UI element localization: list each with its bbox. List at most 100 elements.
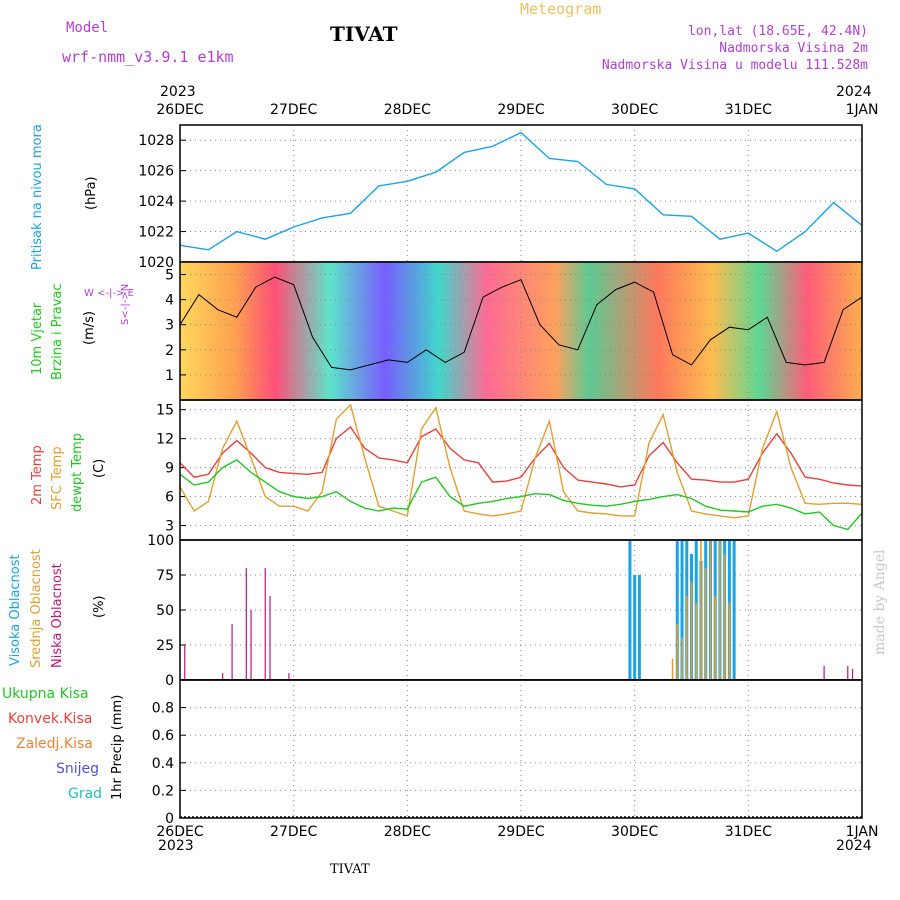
credit-text: made by Angel (872, 549, 888, 656)
cloud-high-bar (694, 540, 698, 680)
cloud-high-bar (628, 540, 632, 680)
cloud-mid-bar (714, 596, 716, 680)
cloud-high-bar (732, 540, 736, 680)
y-tick-label: 0.6 (152, 728, 174, 744)
cloud-high-bar (690, 554, 693, 680)
cloud-low-bar (851, 668, 854, 680)
cloud-label-low: Niska Oblacnost (50, 563, 65, 668)
cloud-low-bar (184, 645, 186, 680)
cloud-high-bar (713, 540, 717, 680)
cloud-mid-bar (681, 638, 683, 680)
cloud-high-bar (699, 561, 703, 680)
y-tick-label: 15 (156, 403, 174, 419)
y-tick-label: 1026 (138, 164, 174, 180)
y-tick-label: 3 (165, 519, 174, 535)
bottom-year-right: 2024 (836, 838, 872, 854)
top-date-label: 29DEC (497, 102, 544, 118)
y-tick-label: 0.4 (152, 756, 174, 772)
bottom-date-label: 28DEC (384, 824, 431, 840)
precip-legend-hail: Grad (68, 786, 103, 802)
cloud-high-bar (637, 575, 641, 680)
top-date-label: 26DEC (156, 102, 203, 118)
y-tick-label: 75 (156, 568, 174, 584)
cloud-label-high: Visoka Oblacnost (8, 554, 23, 666)
footer-station: TIVAT (330, 862, 370, 877)
cloud-mid-bar (700, 540, 702, 680)
cloud-low-bar (231, 624, 233, 680)
y-tick-label: 0 (165, 811, 174, 827)
top-date-label: 31DEC (725, 102, 772, 118)
precip-legend-frz: Zaledj.Kisa (16, 736, 93, 752)
cloud-high-bar (685, 540, 689, 680)
precipitation-panel: 0 0.2 0.4 0.6 0.8 (152, 679, 863, 827)
model-elevation-label: Nadmorska Visina u modelu 111.528m (601, 58, 868, 73)
pressure-line (179, 131, 863, 253)
pressure-unit: (hPa) (84, 176, 99, 210)
sfc-temp-line (179, 403, 863, 519)
dewpt-temp-line (179, 459, 863, 531)
temperature-panel: 3 6 9 12 15 (156, 399, 863, 541)
cloud-mid-bar (709, 540, 712, 680)
elevation-label: Nadmorska Visina 2m (719, 41, 868, 56)
cloud-high-bar (633, 575, 637, 680)
wind-label-2: Brzina i Pravac (50, 283, 65, 380)
y-tick-label: 1020 (138, 255, 174, 271)
cloud-mid-bar (676, 624, 679, 680)
y-tick-label: 2 (165, 343, 174, 359)
bottom-year-left: 2023 (158, 838, 194, 854)
precip-legend-total: Ukupna Kisa (2, 686, 89, 702)
y-tick-label: 6 (165, 490, 174, 506)
y-tick-label: 0.2 (152, 783, 174, 799)
y-tick-label: 3 (165, 318, 174, 334)
top-date-label: 30DEC (611, 102, 658, 118)
wind-panel: 1 2 3 4 5 (165, 261, 863, 401)
cloud-mid-bar (695, 603, 698, 680)
cloud-low-bar (250, 610, 252, 680)
bottom-date-label: 29DEC (497, 824, 544, 840)
cloud-frame (179, 539, 863, 681)
cloud-low-bar (245, 568, 247, 680)
top-date-label: 28DEC (384, 102, 431, 118)
cloud-high-bar (680, 540, 684, 680)
cloud-mid-bar (723, 554, 726, 680)
temp-label-2m: 2m Temp (30, 445, 45, 505)
y-tick-label: 1024 (138, 194, 174, 210)
y-tick-label: 50 (156, 603, 174, 619)
precip-legend-conv: Konvek.Kisa (8, 711, 93, 727)
y-tick-label: 0.8 (152, 701, 174, 717)
cloud-mid-bar (728, 603, 731, 680)
y-tick-label: 9 (165, 461, 174, 477)
wind-label-1: 10m Vjetar (30, 302, 45, 375)
y-tick-label: 25 (156, 638, 174, 654)
cloud-high-bar (718, 540, 722, 680)
top-date-label: 27DEC (270, 102, 317, 118)
y-tick-label: 100 (147, 533, 174, 549)
cloud-low-bar (269, 596, 271, 680)
y-tick-label: 5 (165, 268, 174, 284)
cloud-low-bar (222, 673, 224, 680)
top-year-right: 2024 (836, 84, 872, 100)
y-tick-label: 1 (165, 368, 174, 384)
y-tick-label: 12 (156, 432, 174, 448)
bottom-date-label: 27DEC (270, 824, 317, 840)
pressure-frame (179, 124, 863, 263)
temp-label-sfc: SFC Temp (50, 446, 65, 510)
wind-line (179, 276, 863, 371)
cloud-low-bar (264, 568, 266, 680)
wind-compass-we: W <-|-> E (84, 288, 134, 299)
cloud-high-bar (708, 540, 712, 680)
cloud-mid-bar (671, 659, 674, 680)
temperature-frame (179, 399, 863, 541)
cloud-unit: (%) (92, 595, 107, 619)
station-title: TIVAT (330, 22, 398, 46)
precip-axis-label: 1hr Precip (mm) (110, 694, 125, 800)
y-tick-label: 1028 (138, 133, 174, 149)
top-year-left: 2023 (160, 84, 196, 100)
cloud-high-bar (704, 540, 708, 680)
model-name: wrf-nmm_v3.9.1 e1km (62, 48, 234, 66)
y-tick-label: 1022 (138, 225, 174, 241)
cloud-high-bar (723, 540, 727, 680)
pressure-label: Pritisak na nivou mora (30, 124, 45, 270)
y-tick-label: 0 (165, 673, 174, 689)
